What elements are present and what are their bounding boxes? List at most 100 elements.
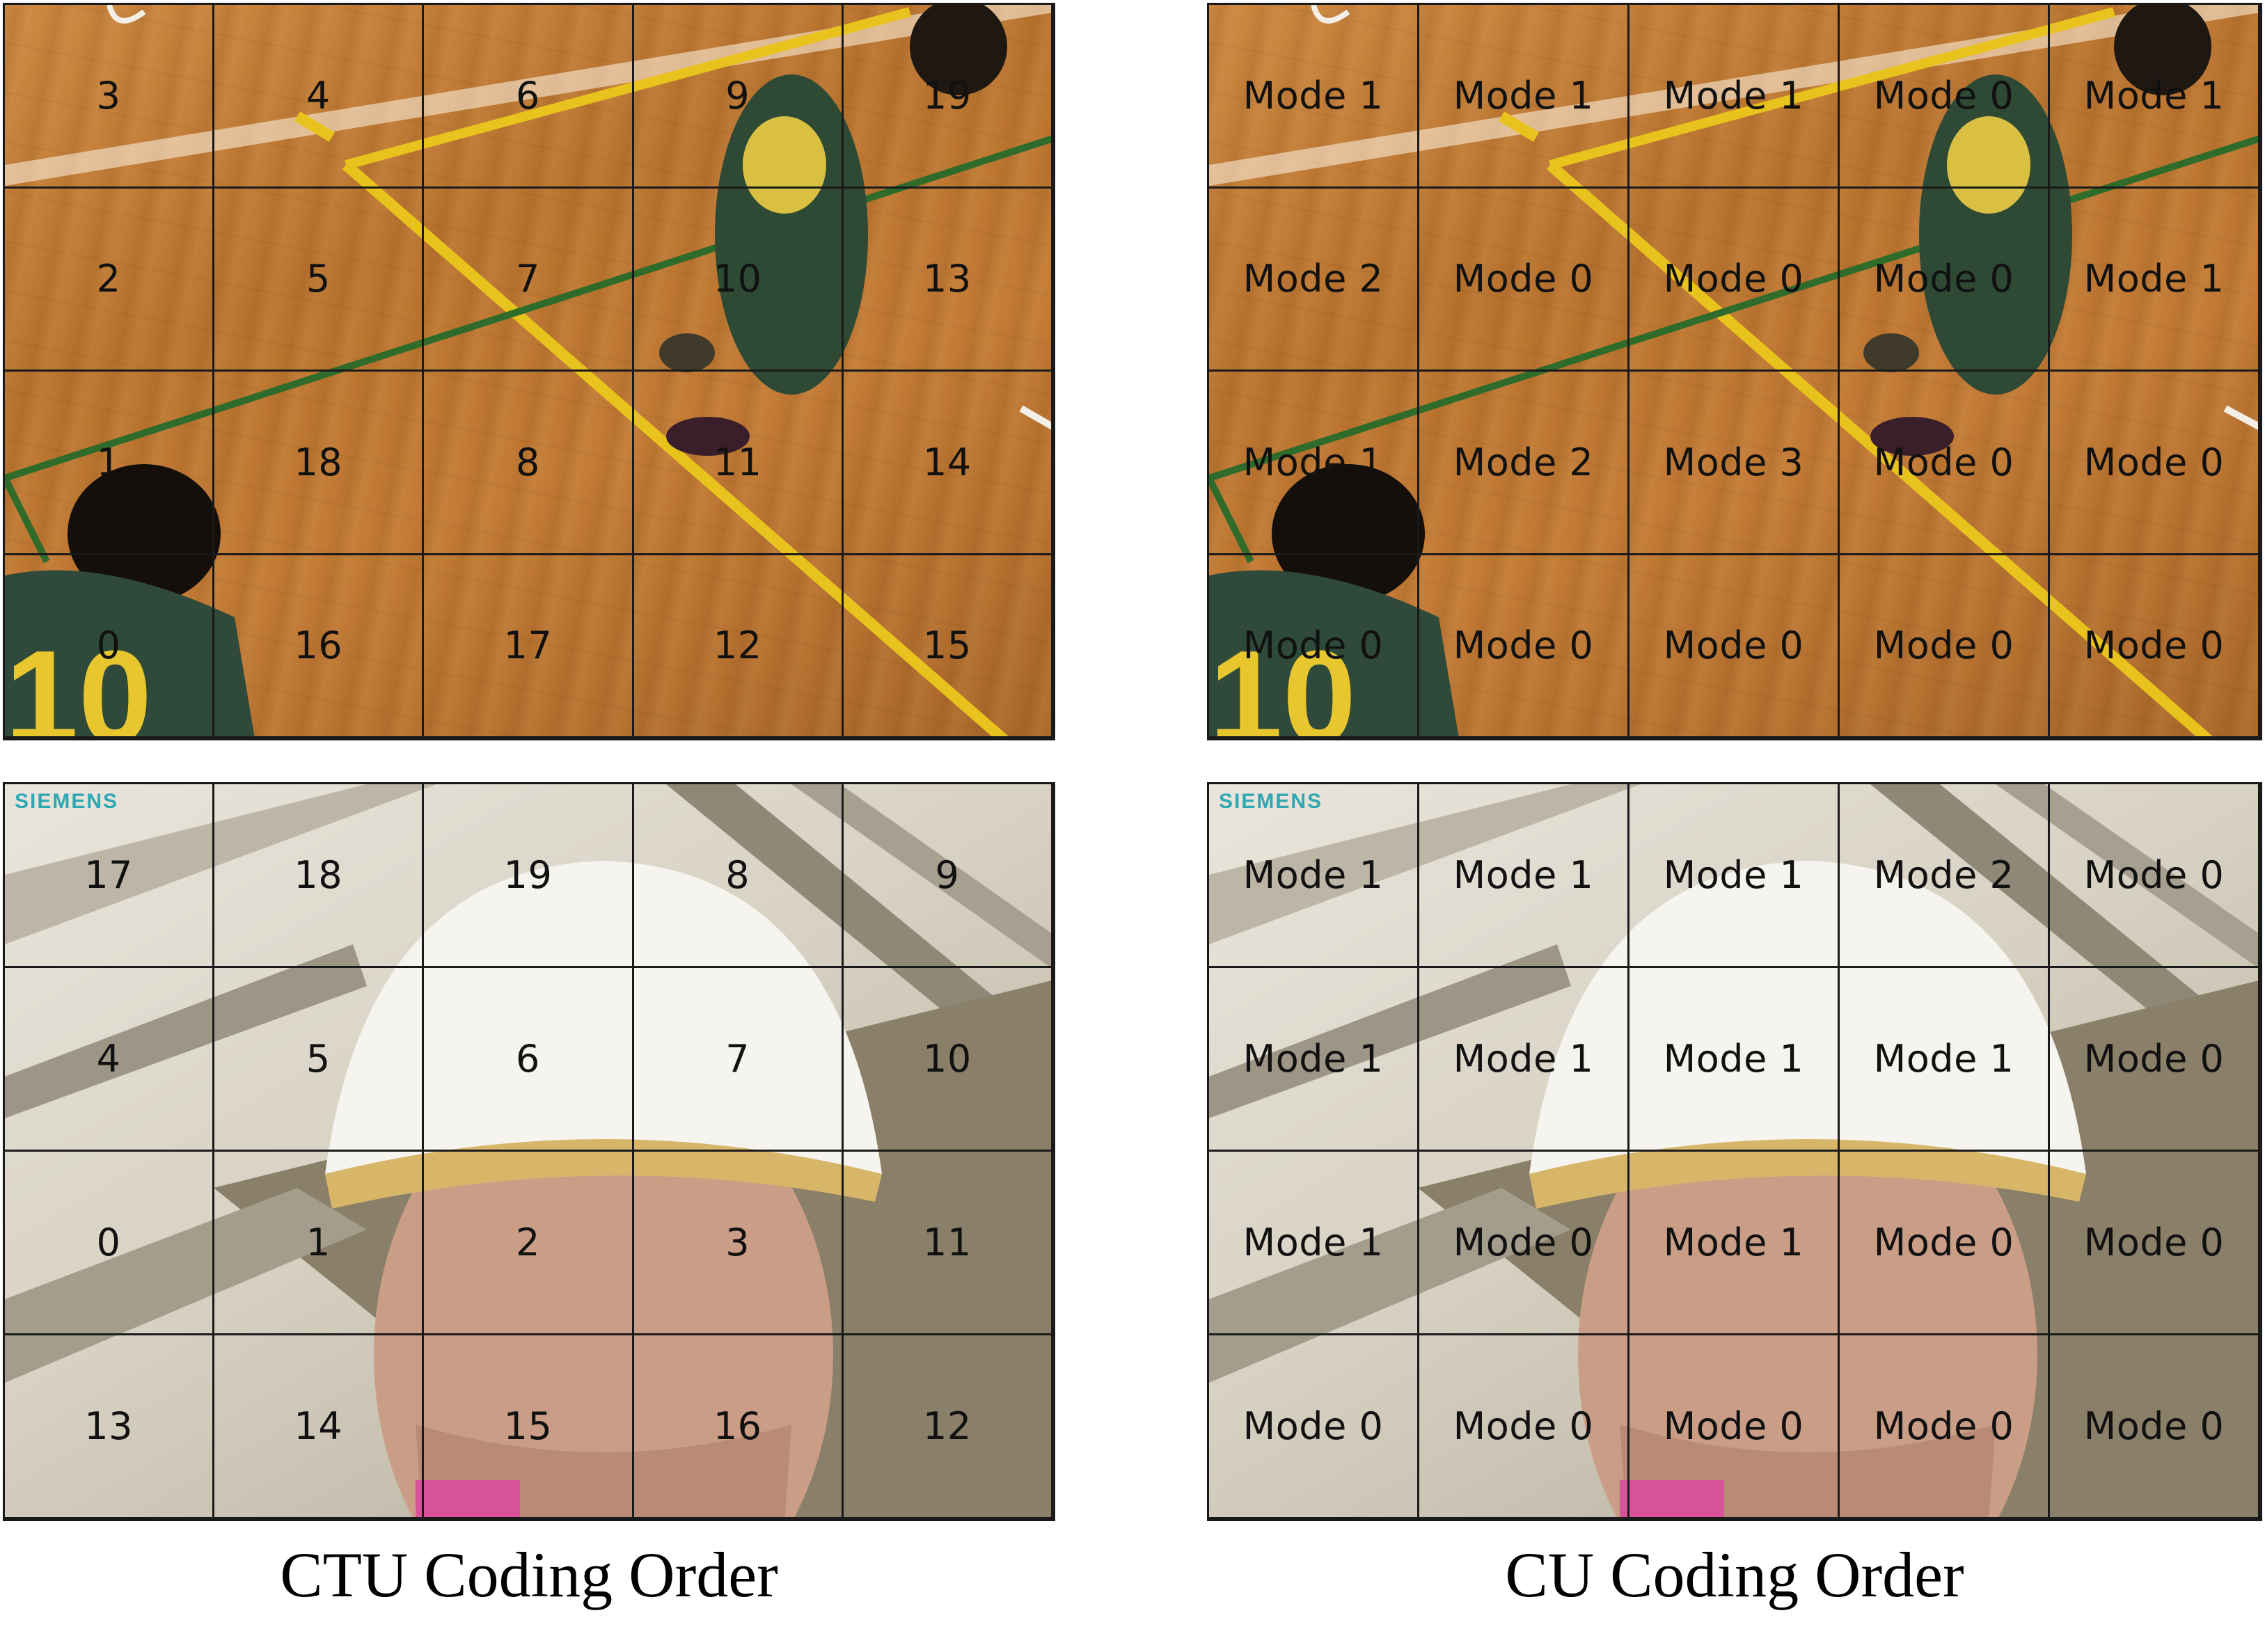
foreman-cu-panel: SIEMENS Mode 1 Mode 1 Mode 1 Mode 2 Mode 0 Mo… xyxy=(1207,782,2262,1521)
cell-label: 1 xyxy=(306,1221,331,1264)
cell-label: Mode 1 xyxy=(1663,73,1804,118)
grid-cell: 8 xyxy=(424,372,634,555)
cell-label: Mode 0 xyxy=(1453,257,1594,301)
grid-cell: Mode 1 xyxy=(1419,5,1629,189)
cell-label: Mode 0 xyxy=(2083,624,2225,668)
grid-cell: Mode 1 xyxy=(1419,784,1629,968)
grid-cell: 14 xyxy=(843,372,1053,555)
cell-label: 17 xyxy=(84,853,133,897)
cell-label: Mode 1 xyxy=(1663,1221,1804,1264)
cell-label: Mode 2 xyxy=(1873,853,2014,897)
grid-cell: Mode 1 xyxy=(1209,968,1419,1152)
cell-label: Mode 0 xyxy=(2083,1037,2225,1081)
grid-cell: 16 xyxy=(633,1335,844,1519)
cell-label: Mode 1 xyxy=(1663,1037,1804,1081)
cell-label: 13 xyxy=(923,257,972,301)
grid-cell: 14 xyxy=(214,1335,425,1519)
cell-label: Mode 0 xyxy=(1663,1404,1804,1448)
cell-label: 11 xyxy=(923,1221,972,1264)
cell-label: 10 xyxy=(713,257,762,301)
cell-label: Mode 0 xyxy=(1663,257,1804,301)
grid-cell: 11 xyxy=(843,1152,1053,1335)
grid-cell: Mode 0 xyxy=(1629,188,1840,372)
cell-label: 8 xyxy=(516,440,540,484)
cell-label: Mode 0 xyxy=(1663,624,1804,668)
siemens-logo: SIEMENS xyxy=(15,790,119,813)
grid-cell: Mode 1 xyxy=(2050,188,2260,372)
grid-cell: Mode 0 xyxy=(1419,188,1629,372)
grid-cell: 15 xyxy=(843,555,1053,738)
cell-label: 14 xyxy=(923,440,972,484)
cell-label: Mode 0 xyxy=(1873,624,2014,668)
cell-label: 7 xyxy=(516,257,540,301)
grid-cell: Mode 0 xyxy=(2050,968,2260,1152)
grid-cell: 3 xyxy=(5,5,215,189)
cell-label: 2 xyxy=(516,1221,540,1264)
grid-cell: 9 xyxy=(633,5,844,189)
cell-label: 3 xyxy=(725,1221,750,1264)
cell-label: 11 xyxy=(713,440,762,484)
cell-label: Mode 1 xyxy=(1453,853,1594,897)
cell-label: Mode 0 xyxy=(1453,624,1594,668)
cell-label: Mode 0 xyxy=(1873,1221,2014,1264)
grid-cell: 5 xyxy=(214,188,425,372)
cell-label: 12 xyxy=(713,624,762,668)
cell-label: Mode 0 xyxy=(1242,1404,1384,1448)
cell-label: 14 xyxy=(294,1404,343,1448)
court-lines: 10 xyxy=(5,5,1053,740)
cell-label: 9 xyxy=(935,853,960,897)
grid-cell: Mode 1 xyxy=(1629,1152,1840,1335)
grid-cell: Mode 0 xyxy=(2050,372,2260,555)
cell-label: Mode 0 xyxy=(1873,73,2014,118)
grid-cell: Mode 1 xyxy=(1629,968,1840,1152)
cell-label: Mode 0 xyxy=(2083,1221,2225,1264)
cell-label: 8 xyxy=(725,853,750,897)
grid-cell: Mode 0 xyxy=(1840,5,2050,189)
cell-label: Mode 0 xyxy=(1453,1404,1594,1448)
cell-label: Mode 1 xyxy=(1242,853,1384,897)
grid-cell: Mode 1 xyxy=(1209,372,1419,555)
grid-cell: Mode 1 xyxy=(1419,968,1629,1152)
grid-cell: 12 xyxy=(633,555,844,738)
grid-cell: Mode 0 xyxy=(1629,1335,1840,1519)
cell-label: 10 xyxy=(923,1037,972,1081)
cell-label: Mode 0 xyxy=(2083,440,2225,484)
grid-cell: 4 xyxy=(5,968,215,1152)
grid-cell: 13 xyxy=(843,188,1053,372)
cell-label: Mode 1 xyxy=(1242,440,1384,484)
grid-cell: Mode 0 xyxy=(1209,1335,1419,1519)
cell-label: Mode 1 xyxy=(1242,1037,1384,1081)
cell-label: Mode 0 xyxy=(1873,1404,2014,1448)
cell-label: 6 xyxy=(516,73,540,118)
basketball-court-image: 10 xyxy=(5,5,1053,738)
cell-label: 5 xyxy=(306,257,331,301)
grid-cell: Mode 1 xyxy=(1629,784,1840,968)
cell-label: 9 xyxy=(725,73,750,118)
cell-label: Mode 1 xyxy=(1242,1221,1384,1264)
cell-label: 6 xyxy=(516,1037,540,1081)
grid-cell: Mode 0 xyxy=(2050,784,2260,968)
basketball-ctu-panel: 10 3 4 6 9 19 2 5 7 10 13 1 18 8 11 14 0 16 17 12 15 xyxy=(3,3,1055,740)
grid-cell: 7 xyxy=(424,188,634,372)
grid-cell: Mode 0 xyxy=(2050,555,2260,738)
grid-cell: Mode 0 xyxy=(2050,1152,2260,1335)
grid-cell: Mode 2 xyxy=(1840,784,2050,968)
cell-label: Mode 2 xyxy=(1453,440,1594,484)
cell-label: Mode 0 xyxy=(1453,1221,1594,1264)
grid-cell: 0 xyxy=(5,555,215,738)
grid-cell: 4 xyxy=(214,5,425,189)
cell-label: Mode 1 xyxy=(1242,73,1384,118)
cell-label: Mode 1 xyxy=(1873,1037,2014,1081)
grid-cell: 19 xyxy=(424,784,634,968)
cell-label: 16 xyxy=(713,1404,762,1448)
cell-label: 12 xyxy=(923,1404,972,1448)
cell-label: 4 xyxy=(96,1037,121,1081)
grid-cell: Mode 0 xyxy=(1629,555,1840,738)
cell-label: 15 xyxy=(503,1404,553,1448)
svg-text:10: 10 xyxy=(5,624,152,740)
grid-cell: Mode 1 xyxy=(1840,968,2050,1152)
cell-label: Mode 3 xyxy=(1663,440,1804,484)
cell-label: 18 xyxy=(294,440,343,484)
cell-label: 2 xyxy=(96,257,121,301)
foreman-ctu-panel: SIEMENS 17 18 19 8 9 4 5 6 7 10 0 1 2 3 11 13 14 15 16 12 xyxy=(3,782,1055,1521)
